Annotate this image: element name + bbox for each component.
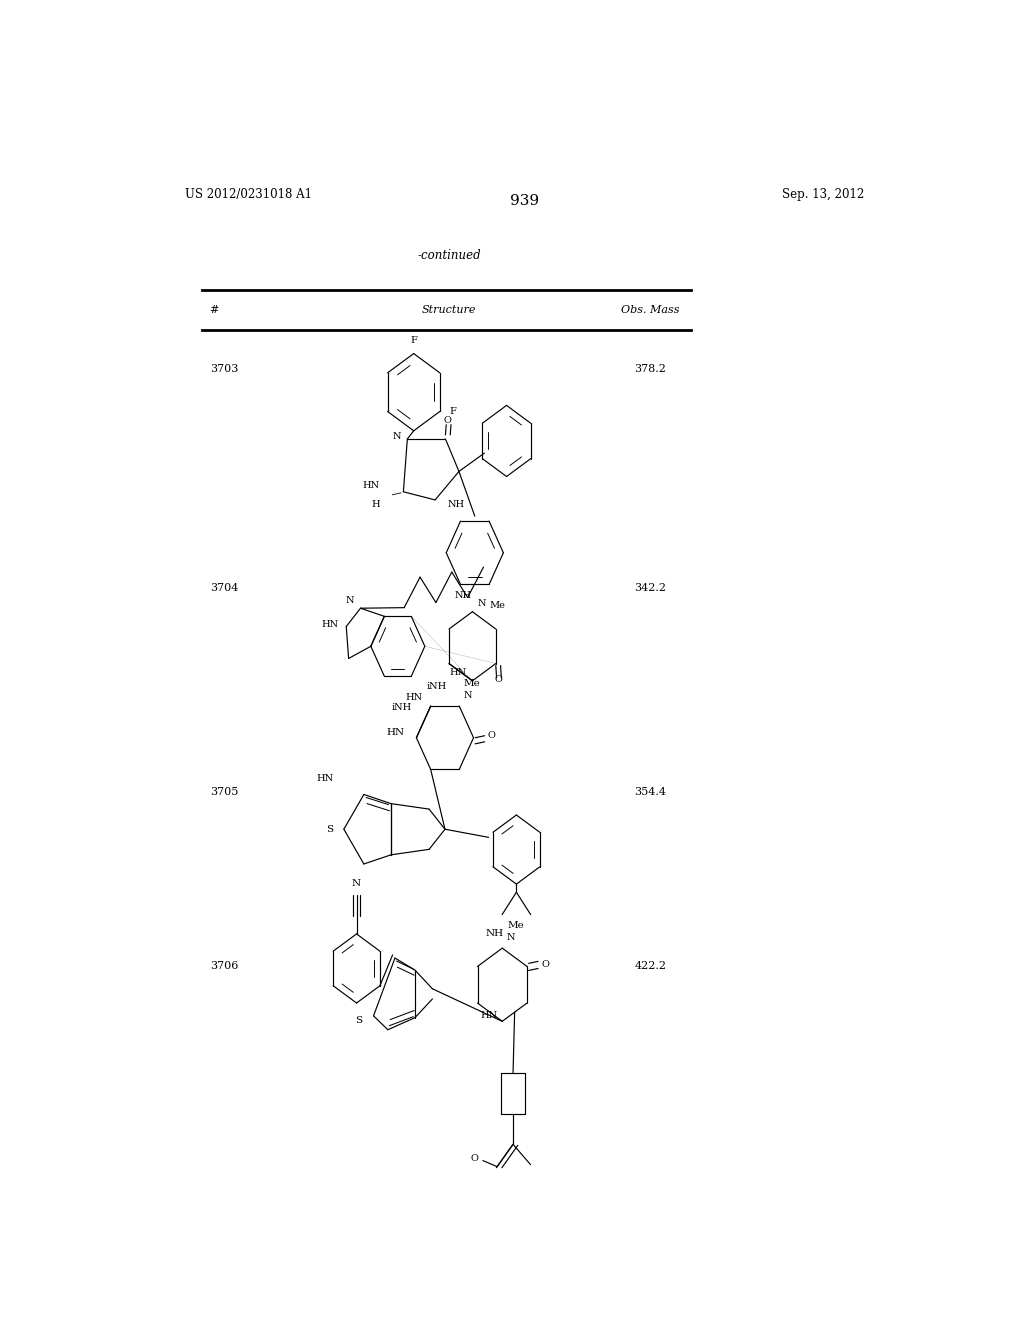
Text: #: # — [209, 305, 218, 315]
Text: HN: HN — [362, 482, 380, 490]
Text: O: O — [495, 676, 502, 684]
Text: -continued: -continued — [418, 249, 481, 263]
Text: HN: HN — [386, 729, 404, 737]
Text: N: N — [464, 692, 472, 701]
Text: iNH: iNH — [391, 702, 412, 711]
Text: H: H — [371, 500, 380, 510]
Text: 3705: 3705 — [210, 787, 239, 796]
Text: HN: HN — [322, 620, 338, 628]
Text: 3706: 3706 — [210, 961, 239, 972]
Text: NH: NH — [447, 500, 465, 510]
Text: HN: HN — [449, 668, 466, 677]
Text: Me: Me — [464, 680, 480, 688]
Text: N: N — [477, 599, 485, 609]
Text: O: O — [470, 1154, 478, 1163]
Text: HN: HN — [406, 693, 423, 702]
Text: N: N — [392, 433, 401, 441]
Text: N: N — [346, 595, 354, 605]
Text: Me: Me — [489, 601, 506, 610]
Text: 3703: 3703 — [210, 364, 239, 374]
Text: O: O — [443, 416, 451, 425]
Text: Sep. 13, 2012: Sep. 13, 2012 — [782, 189, 864, 202]
Text: F: F — [450, 407, 457, 416]
Text: 3704: 3704 — [210, 583, 239, 593]
Text: O: O — [487, 731, 496, 741]
Text: 939: 939 — [510, 194, 540, 209]
Text: 422.2: 422.2 — [634, 961, 667, 972]
Text: N: N — [507, 933, 515, 942]
Text: F: F — [411, 335, 417, 345]
Text: 342.2: 342.2 — [634, 583, 667, 593]
Text: HN: HN — [480, 1011, 498, 1020]
Text: S: S — [355, 1016, 362, 1026]
Text: S: S — [327, 825, 334, 834]
Text: HN: HN — [316, 774, 334, 783]
Text: NH: NH — [485, 929, 504, 939]
Text: NH: NH — [455, 591, 471, 601]
Text: Structure: Structure — [422, 305, 476, 315]
Text: 354.4: 354.4 — [634, 787, 667, 796]
Text: O: O — [542, 960, 549, 969]
Text: iNH: iNH — [427, 682, 447, 692]
Text: Me: Me — [507, 921, 523, 931]
Text: 378.2: 378.2 — [634, 364, 667, 374]
Text: N: N — [352, 879, 361, 887]
Text: US 2012/0231018 A1: US 2012/0231018 A1 — [185, 189, 312, 202]
Text: Obs. Mass: Obs. Mass — [621, 305, 680, 315]
